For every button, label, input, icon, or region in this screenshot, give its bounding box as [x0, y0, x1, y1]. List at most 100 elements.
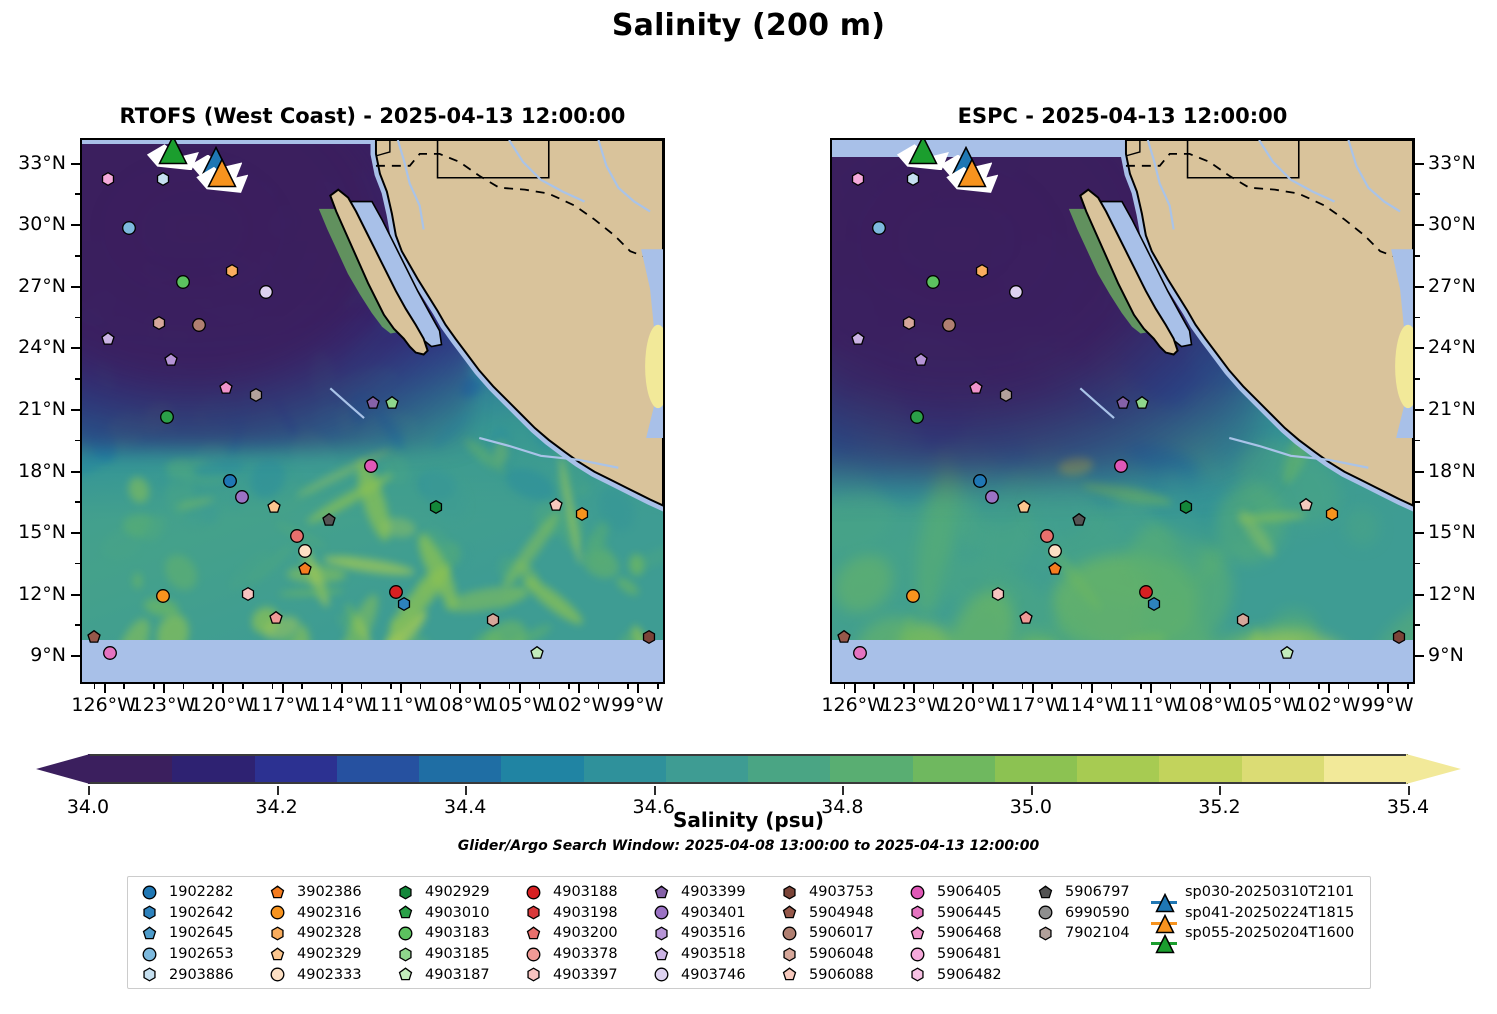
legend-entry[interactable]: 5906048 [774, 944, 902, 965]
map-frame-espc[interactable] [830, 138, 1415, 684]
glider-marker-sp041-20250224T1815[interactable] [957, 157, 988, 188]
legend-entry[interactable]: 5906445 [902, 903, 1030, 924]
argo-float-marker[interactable] [1008, 284, 1023, 299]
argo-float-marker[interactable] [486, 613, 501, 628]
argo-float-marker[interactable] [290, 529, 305, 544]
argo-float-marker[interactable] [175, 274, 190, 289]
argo-float-marker[interactable] [241, 586, 256, 601]
argo-float-marker[interactable] [1040, 529, 1055, 544]
legend-entry[interactable]: 5906405 [902, 882, 1030, 903]
argo-float-marker[interactable] [1279, 646, 1294, 661]
glider-marker-sp055-20250204T1600[interactable] [908, 140, 938, 165]
argo-float-marker[interactable] [1115, 395, 1130, 410]
legend-entry[interactable]: 4903399 [646, 882, 774, 903]
argo-float-marker[interactable] [266, 500, 281, 515]
argo-float-marker[interactable] [1139, 584, 1154, 599]
argo-float-marker[interactable] [298, 543, 313, 558]
argo-float-marker[interactable] [159, 410, 174, 425]
legend-entry[interactable]: 5904948 [774, 903, 902, 924]
argo-float-marker[interactable] [969, 381, 984, 396]
argo-float-marker[interactable] [122, 221, 137, 236]
legend-entry[interactable]: 4903753 [774, 882, 902, 903]
legend-entry[interactable]: 4903401 [646, 903, 774, 924]
legend-entry[interactable]: 4902328 [262, 923, 390, 944]
legend-entry[interactable]: 4903185 [390, 944, 518, 965]
legend-entry[interactable]: 5906797 [1030, 882, 1150, 903]
argo-float-marker[interactable] [102, 646, 117, 661]
argo-float-marker[interactable] [1299, 498, 1314, 513]
argo-float-marker[interactable] [156, 588, 171, 603]
argo-float-marker[interactable] [852, 646, 867, 661]
legend-entry[interactable]: 4902929 [390, 882, 518, 903]
argo-float-marker[interactable] [925, 274, 940, 289]
legend-entry[interactable]: 5906017 [774, 923, 902, 944]
legend-entry[interactable]: sp055-20250204T1600 [1150, 923, 1360, 954]
legend-entry[interactable]: 4903200 [518, 923, 646, 944]
legend-entry[interactable]: 6990590 [1030, 903, 1150, 924]
argo-float-marker[interactable] [298, 561, 313, 577]
legend-entry[interactable]: 4903010 [390, 903, 518, 924]
legend-entry[interactable]: 3902386 [262, 882, 390, 903]
argo-float-marker[interactable] [975, 264, 990, 279]
argo-float-marker[interactable] [100, 171, 115, 187]
legend-entry[interactable]: 4902333 [262, 964, 390, 985]
argo-float-marker[interactable] [322, 512, 337, 527]
argo-float-marker[interactable] [973, 473, 988, 488]
glider-marker-sp055-20250204T1600[interactable] [158, 140, 188, 165]
argo-float-marker[interactable] [86, 629, 101, 644]
argo-float-marker[interactable] [156, 171, 171, 187]
argo-float-marker[interactable] [850, 171, 865, 187]
argo-float-marker[interactable] [100, 331, 115, 347]
argo-float-marker[interactable] [836, 629, 851, 644]
argo-float-marker[interactable] [1113, 459, 1128, 474]
legend-entry[interactable]: 1902653 [134, 944, 262, 965]
argo-float-marker[interactable] [998, 387, 1013, 402]
argo-float-marker[interactable] [1072, 512, 1087, 527]
argo-float-marker[interactable] [219, 381, 234, 396]
argo-float-marker[interactable] [385, 395, 400, 410]
argo-float-marker[interactable] [991, 586, 1006, 601]
legend-entry[interactable]: 4902316 [262, 903, 390, 924]
argo-float-marker[interactable] [1147, 596, 1162, 611]
argo-float-marker[interactable] [1135, 395, 1150, 410]
legend-entry[interactable]: 1902642 [134, 903, 262, 924]
argo-float-marker[interactable] [941, 317, 956, 332]
argo-float-marker[interactable] [389, 584, 404, 599]
argo-float-marker[interactable] [913, 352, 928, 367]
argo-float-marker[interactable] [529, 646, 544, 661]
argo-float-marker[interactable] [985, 490, 1000, 505]
legend-entry[interactable]: 5906088 [774, 964, 902, 985]
argo-float-marker[interactable] [268, 611, 283, 626]
argo-float-marker[interactable] [163, 352, 178, 367]
legend-entry[interactable]: 4903188 [518, 882, 646, 903]
argo-float-marker[interactable] [235, 490, 250, 505]
argo-float-marker[interactable] [428, 500, 443, 515]
argo-float-marker[interactable] [1236, 613, 1251, 628]
argo-float-marker[interactable] [1018, 611, 1033, 626]
argo-float-marker[interactable] [909, 410, 924, 425]
argo-float-marker[interactable] [363, 459, 378, 474]
legend-entry[interactable]: 1902282 [134, 882, 262, 903]
legend-entry[interactable]: 4903198 [518, 903, 646, 924]
legend-entry[interactable]: 4903746 [646, 964, 774, 985]
legend-entry[interactable]: 4903516 [646, 923, 774, 944]
argo-float-marker[interactable] [906, 171, 921, 187]
legend-entry[interactable]: sp041-20250224T1815 [1150, 903, 1360, 934]
argo-float-marker[interactable] [365, 395, 380, 410]
argo-float-marker[interactable] [1392, 629, 1407, 644]
argo-float-marker[interactable] [642, 629, 657, 644]
legend-entry[interactable]: 4903378 [518, 944, 646, 965]
argo-float-marker[interactable] [1048, 561, 1063, 577]
legend-entry[interactable]: 5906482 [902, 964, 1030, 985]
argo-float-marker[interactable] [1325, 506, 1340, 521]
legend-entry[interactable]: 4902329 [262, 944, 390, 965]
argo-float-marker[interactable] [225, 264, 240, 279]
legend-entry[interactable]: 7902104 [1030, 923, 1150, 944]
legend-entry[interactable]: 4903518 [646, 944, 774, 965]
legend-entry[interactable]: sp030-20250310T2101 [1150, 882, 1360, 913]
argo-float-marker[interactable] [549, 498, 564, 513]
glider-marker-sp041-20250224T1815[interactable] [207, 157, 238, 188]
legend-entry[interactable]: 4903187 [390, 964, 518, 985]
argo-float-marker[interactable] [902, 315, 917, 330]
argo-float-marker[interactable] [850, 331, 865, 347]
